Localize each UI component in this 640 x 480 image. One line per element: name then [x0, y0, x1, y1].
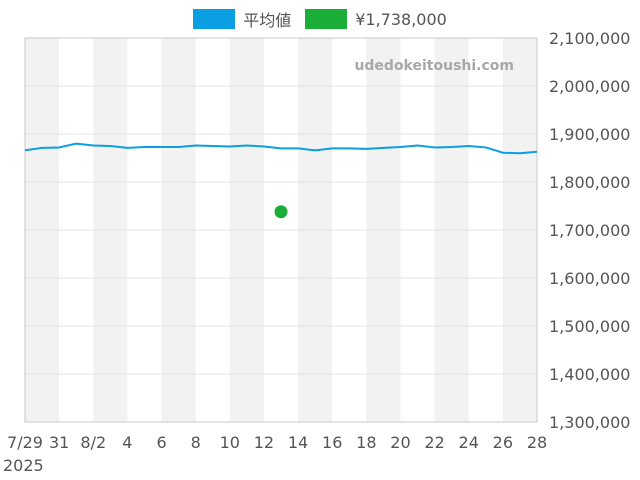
price-point [274, 205, 288, 219]
y-tick-label: 2,000,000 [549, 77, 630, 96]
x-tick-label: 18 [356, 433, 376, 452]
legend-swatch-average [193, 9, 236, 29]
plot-border [24, 37, 538, 423]
x-tick-label: 14 [288, 433, 308, 452]
x-tick-label: 8 [191, 433, 201, 452]
y-tick-label: 1,500,000 [549, 317, 630, 336]
x-tick-label: 26 [493, 433, 513, 452]
x-tick-label: 12 [254, 433, 274, 452]
x-tick-label: 28 [527, 433, 547, 452]
x-tick-label: 22 [424, 433, 444, 452]
y-tick-label: 1,800,000 [549, 173, 630, 192]
y-tick-label: 2,100,000 [549, 29, 630, 48]
x-tick-label: 6 [156, 433, 166, 452]
chart-legend: 平均値 ¥1,738,000 [0, 7, 640, 31]
x-year-label: 2025 [3, 456, 44, 475]
x-tick-label: 10 [220, 433, 240, 452]
x-tick-label: 8/2 [80, 433, 106, 452]
watermark: udedokeitoushi.com [354, 58, 514, 74]
legend-label-price: ¥1,738,000 [355, 9, 447, 29]
y-tick-label: 1,700,000 [549, 221, 630, 240]
series-line-average [24, 142, 538, 155]
x-tick-label: 16 [322, 433, 342, 452]
legend-item-price[interactable]: ¥1,738,000 [305, 9, 447, 29]
x-tick-label: 24 [459, 433, 479, 452]
y-tick-label: 1,600,000 [549, 269, 630, 288]
x-tick-label: 4 [122, 433, 132, 452]
y-tick-label: 1,300,000 [549, 413, 630, 432]
x-tick-label: 31 [49, 433, 69, 452]
legend-label-average: 平均値 [243, 11, 292, 30]
x-tick-label: 20 [390, 433, 410, 452]
legend-item-average[interactable]: 平均値 [193, 7, 291, 31]
legend-swatch-price [305, 9, 348, 29]
y-tick-label: 1,900,000 [549, 125, 630, 144]
y-tick-label: 1,400,000 [549, 365, 630, 384]
x-tick-label: 7/29 [7, 433, 43, 452]
